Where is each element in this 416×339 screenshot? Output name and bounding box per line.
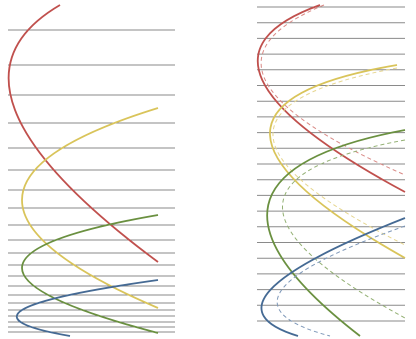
green-dashed-curve <box>282 139 406 319</box>
red-dashed-curve <box>260 4 406 176</box>
yellow-curve <box>269 64 406 259</box>
blue-dashed-curve <box>276 225 406 337</box>
red-curve <box>256 4 406 193</box>
green-curve <box>266 129 406 337</box>
left-panel-rules <box>8 29 175 333</box>
blue-curve <box>260 217 406 337</box>
right-panel-curves <box>256 4 406 337</box>
red-curve <box>7 4 159 263</box>
green-curve <box>21 214 159 334</box>
yellow-dashed-curve <box>272 67 406 246</box>
yellow-curve <box>21 107 159 309</box>
right-panel-rules <box>257 6 405 322</box>
left-panel-curves <box>7 4 159 337</box>
blue-curve <box>16 279 159 337</box>
